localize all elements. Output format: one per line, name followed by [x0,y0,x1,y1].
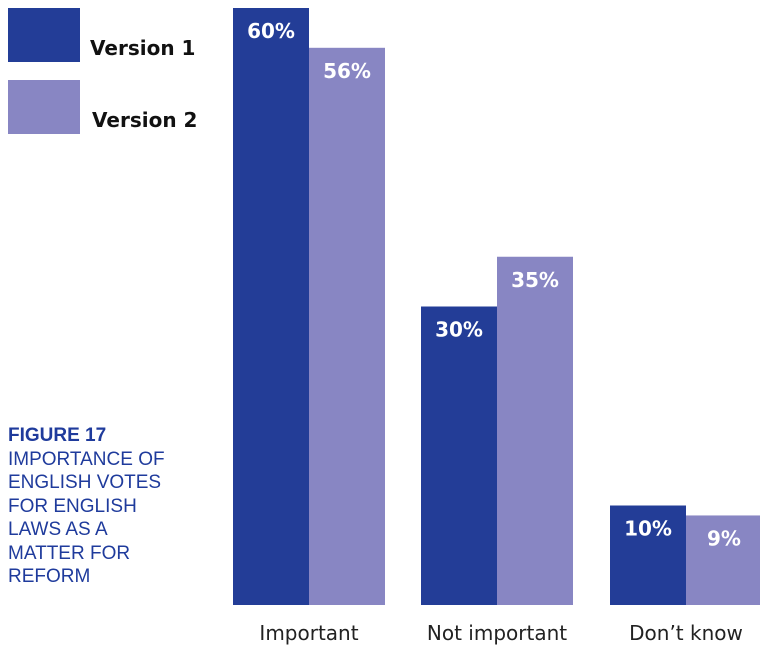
category-label-0: Important [259,621,358,645]
category-label-1: Not important [427,621,567,645]
data-label-version-1-0: 60% [247,19,295,43]
legend-label-version-1: Version 1 [90,36,196,60]
data-label-version-2-2: 9% [707,526,741,550]
data-label-version-2-1: 35% [511,268,559,292]
bar-version-2-0 [309,47,385,606]
data-label-version-2-0: 56% [323,59,371,83]
bar-version-2-2 [686,515,760,605]
category-label-2: Don’t know [629,621,743,645]
legend-swatch-version-1 [8,8,80,62]
figure-caption: FIGURE 17 IMPORTANCE OF ENGLISH VOTES FO… [8,424,208,589]
bar-version-1-0 [233,8,309,605]
data-label-version-1-1: 30% [435,318,483,342]
bar-version-1-2 [610,505,686,605]
figure-number: FIGURE 17 [8,425,107,446]
bar-version-1-1 [421,306,497,605]
legend-swatch-version-2 [8,80,80,134]
legend-label-version-2: Version 2 [92,108,198,132]
figure-title: IMPORTANCE OF ENGLISH VOTES FOR ENGLISH … [8,448,165,588]
bar-version-2-1 [497,256,573,605]
data-label-version-1-2: 10% [624,517,672,541]
